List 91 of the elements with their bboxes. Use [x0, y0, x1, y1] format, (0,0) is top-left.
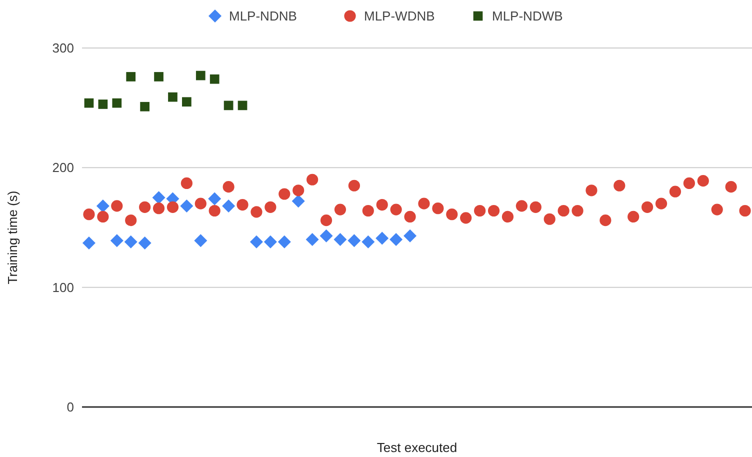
point	[348, 180, 360, 192]
legend-label: MLP-NDWB	[492, 8, 563, 24]
point	[278, 188, 290, 200]
point	[390, 204, 402, 216]
point	[222, 181, 234, 193]
point	[474, 204, 486, 217]
point	[292, 184, 304, 196]
point	[250, 235, 263, 248]
point	[152, 202, 165, 214]
point	[334, 204, 346, 216]
point	[697, 175, 709, 187]
point	[614, 180, 626, 192]
point	[739, 204, 751, 217]
point	[711, 204, 723, 216]
point	[516, 200, 528, 212]
point	[125, 214, 137, 226]
point	[306, 232, 319, 246]
point	[168, 92, 178, 102]
point	[655, 198, 668, 210]
point	[502, 210, 514, 223]
point	[669, 186, 682, 198]
point	[124, 235, 138, 248]
point	[264, 235, 277, 248]
point	[404, 210, 416, 223]
point	[418, 198, 430, 210]
point	[348, 234, 361, 248]
point	[404, 229, 417, 242]
point	[194, 234, 208, 248]
point	[362, 204, 374, 217]
point	[84, 98, 94, 108]
y-axis-title: Training time (s)	[5, 190, 20, 284]
point	[320, 229, 333, 242]
point	[600, 214, 612, 226]
point	[586, 184, 598, 196]
y-tick-label: 300	[52, 40, 74, 56]
point	[362, 235, 375, 248]
point	[320, 214, 332, 226]
point	[126, 72, 136, 82]
point	[152, 191, 166, 204]
point	[446, 208, 458, 220]
point	[208, 192, 222, 206]
point	[112, 98, 122, 108]
point	[97, 210, 109, 223]
point	[83, 208, 95, 220]
point	[154, 72, 164, 82]
point	[572, 204, 584, 217]
point	[725, 181, 737, 193]
point	[642, 201, 654, 213]
point	[208, 204, 220, 217]
point	[96, 199, 110, 212]
point	[432, 202, 444, 214]
point	[210, 74, 220, 84]
point	[683, 177, 695, 190]
point	[390, 232, 403, 246]
point	[111, 200, 123, 212]
point	[222, 199, 236, 212]
point	[238, 100, 248, 110]
point	[376, 232, 389, 245]
point	[236, 198, 248, 211]
point	[376, 198, 388, 211]
x-axis-title: Test executed	[376, 440, 458, 455]
y-tick-label: 0	[66, 400, 74, 415]
point	[138, 236, 152, 250]
point	[182, 97, 192, 107]
point	[278, 235, 291, 248]
point	[224, 100, 234, 110]
y-tick-label: 200	[52, 160, 74, 176]
point	[488, 204, 500, 217]
point	[180, 177, 192, 190]
legend-label: MLP-WDNB	[364, 8, 435, 24]
point	[98, 100, 108, 109]
point	[196, 70, 206, 80]
point	[140, 102, 150, 112]
point	[264, 201, 276, 213]
point	[82, 236, 96, 250]
point	[544, 213, 556, 225]
point	[250, 206, 262, 218]
point	[460, 212, 472, 224]
point	[110, 234, 124, 248]
point	[292, 194, 305, 208]
point	[530, 201, 542, 213]
point	[166, 201, 179, 213]
point	[180, 199, 194, 212]
point	[334, 232, 347, 246]
point	[558, 204, 570, 217]
point	[306, 174, 318, 186]
point	[139, 201, 151, 213]
legend-label: MLP-NDNB	[229, 8, 297, 24]
point	[194, 198, 206, 210]
y-tick-label: 100	[52, 280, 74, 295]
point	[628, 210, 640, 223]
